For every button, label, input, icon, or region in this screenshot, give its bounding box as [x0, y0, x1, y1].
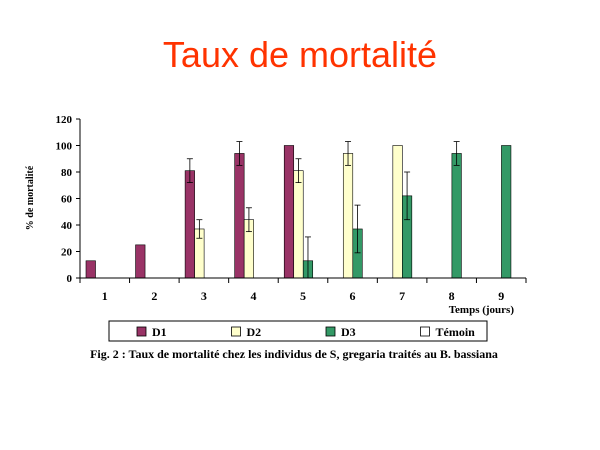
legend-label: Témoin — [436, 325, 476, 339]
x-tick-label: 3 — [201, 289, 207, 303]
y-tick-label: 80 — [61, 167, 73, 179]
y-tick-label: 120 — [56, 114, 73, 126]
bar-d2-6 — [342, 153, 354, 279]
legend-swatch-témoin — [420, 326, 430, 337]
legend-swatch-d1 — [136, 326, 147, 337]
legend-swatch-d3 — [325, 326, 336, 337]
legend-box — [108, 320, 488, 342]
bar-d1-4 — [234, 153, 245, 279]
legend-label: D3 — [341, 325, 356, 339]
bar-d1-3 — [184, 170, 195, 279]
bar-d1-2 — [135, 244, 146, 279]
x-tick-label: 1 — [102, 289, 108, 303]
figure-caption: Fig. 2 : Taux de mortalité chez les indi… — [90, 347, 498, 361]
slide-title: Taux de mortalité — [162, 34, 438, 75]
y-tick-label: 40 — [61, 220, 73, 232]
bar-d3-8 — [451, 153, 462, 279]
bar-d1-1 — [85, 260, 96, 279]
x-tick-label: 8 — [449, 289, 455, 303]
y-tick-label: 20 — [61, 247, 73, 259]
x-axis-label: Temps (jours) — [449, 304, 515, 316]
legend: D1 D2 D3 Témoin — [108, 320, 488, 342]
x-tick-label: 9 — [498, 289, 504, 303]
bar-d1-5 — [283, 145, 295, 279]
error-bars-layer — [186, 141, 460, 279]
legend-label: D2 — [247, 325, 262, 339]
legend-swatch-d2 — [231, 326, 241, 337]
y-tick-label: 0 — [67, 273, 73, 285]
x-tick-label: 5 — [300, 289, 306, 303]
x-tick-label: 2 — [151, 289, 157, 303]
y-tick-label: 60 — [61, 194, 73, 206]
y-tick-label: 100 — [56, 141, 73, 153]
bar-d3-9 — [501, 145, 512, 279]
axes-layer: 0 20 40 60 80 100 120 1 2 3 4 5 6 7 8 9 — [56, 114, 527, 303]
x-tick-label: 7 — [399, 289, 405, 303]
legend-label: D1 — [152, 325, 167, 339]
x-tick-label: 4 — [250, 289, 256, 303]
bar-d2-5 — [293, 170, 304, 279]
bar-d2-7 — [392, 145, 403, 279]
x-tick-label: 6 — [350, 289, 356, 303]
y-axis-label: % de mortalité — [25, 165, 36, 230]
